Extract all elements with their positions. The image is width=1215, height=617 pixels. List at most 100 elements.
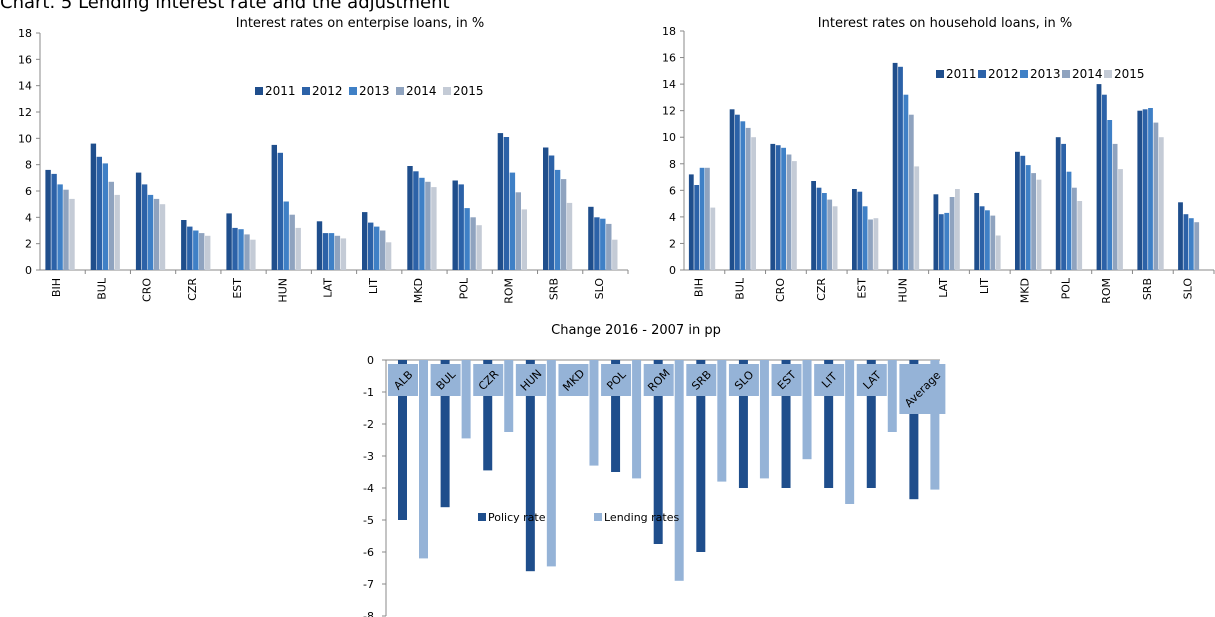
- y-tick-label: 4: [25, 211, 32, 224]
- bar-EST-2011: [226, 213, 232, 270]
- bar-CRO-2011: [770, 143, 776, 270]
- legend-swatch-2015: [1104, 70, 1112, 78]
- legend-swatch-2012: [302, 87, 310, 95]
- bar-MKD-lending-rates: [589, 360, 599, 466]
- y-tick-label: 0: [25, 264, 32, 277]
- bar-LIT-2015: [385, 242, 392, 270]
- category-label: CZR: [815, 278, 828, 301]
- bar-POL-2014: [1072, 187, 1077, 270]
- category-label: ROM: [502, 278, 515, 304]
- bar-BIH-2013: [57, 184, 63, 270]
- bar-LIT-2012: [979, 206, 985, 270]
- bar-SLO-2014: [606, 223, 612, 270]
- bar-ROM-2011: [497, 133, 504, 270]
- bar-LIT-2014: [990, 215, 996, 270]
- bar-LIT-policy-rate: [824, 360, 834, 488]
- bar-BIH-2011: [45, 169, 51, 270]
- bar-ROM-2012: [503, 137, 510, 270]
- bar-BIH-2014: [63, 189, 69, 270]
- bar-BIH-2011: [688, 174, 694, 270]
- category-label: CRO: [141, 278, 154, 302]
- bar-LAT-2015: [340, 238, 347, 270]
- bar-MKD-2015: [1036, 179, 1042, 270]
- bar-POL-2011: [452, 180, 458, 270]
- bar-HUN-2015: [295, 227, 301, 270]
- bar-LIT-2013: [985, 210, 990, 271]
- bar-BUL-2015: [751, 137, 756, 270]
- bar-EST-2012: [232, 227, 238, 270]
- category-label: LAT: [937, 278, 950, 298]
- page-title: Chart. 5 Lending interest rate and the a…: [0, 0, 450, 13]
- bar-BUL-2012: [735, 114, 740, 270]
- bar-LAT-2014: [949, 197, 955, 270]
- bar-LAT-2011: [933, 194, 939, 270]
- y-tick-label: 2: [669, 237, 676, 250]
- legend-swatch-policy-rate: [478, 513, 486, 521]
- bar-LIT-2013: [374, 226, 380, 270]
- bar-SLO-lending-rates: [759, 360, 769, 479]
- bar-SLO-2012: [594, 217, 600, 270]
- y-tick-label: -2: [363, 418, 374, 431]
- bar-POL-2012: [458, 184, 464, 270]
- y-tick-label: -3: [363, 450, 374, 463]
- y-tick-label: 8: [669, 158, 676, 171]
- legend-label-2011: 2011: [946, 67, 977, 81]
- legend-label-2013: 2013: [1030, 67, 1061, 81]
- bar-LAT-2014: [334, 235, 341, 270]
- bar-LIT-lending-rates: [845, 360, 855, 504]
- bar-CRO-2014: [786, 154, 792, 270]
- y-tick-label: 8: [25, 159, 32, 172]
- category-label: HUN: [896, 278, 909, 303]
- bar-CRO-2013: [147, 194, 154, 270]
- y-tick-label: -7: [363, 578, 374, 591]
- bar-CZR-2012: [816, 187, 822, 270]
- bar-HUN-2013: [283, 201, 289, 270]
- category-label: SRB: [1141, 278, 1154, 300]
- bar-CRO-2015: [792, 161, 797, 270]
- category-label: LIT: [367, 278, 380, 294]
- category-label: BUL: [733, 277, 746, 300]
- bar-CRO-2014: [153, 198, 160, 270]
- bar-Average-policy-rate: [909, 360, 919, 500]
- bar-CZR-2012: [187, 226, 193, 270]
- bar-BUL-2011: [90, 143, 97, 270]
- bar-MKD-2015: [431, 187, 437, 270]
- bar-SRB-2011: [543, 147, 549, 270]
- bar-CZR-2011: [181, 220, 187, 270]
- y-tick-label: 0: [669, 264, 676, 277]
- bar-BUL-2015: [114, 194, 120, 270]
- bar-MKD-2011: [407, 166, 413, 270]
- bar-LAT-2012: [322, 233, 329, 270]
- bar-SRB-2013: [554, 169, 561, 270]
- bar-SLO-2015: [612, 239, 618, 270]
- bar-SLO-2013: [600, 218, 606, 270]
- bar-BUL-lending-rates: [461, 360, 471, 439]
- category-label: ROM: [1100, 278, 1113, 304]
- category-label-box: [856, 364, 887, 396]
- bar-EST-2014: [244, 234, 250, 270]
- bar-BUL-2013: [740, 121, 746, 270]
- bar-HUN-2013: [903, 94, 909, 270]
- bar-SRB-2012: [548, 155, 555, 270]
- y-tick-label: -1: [363, 386, 374, 399]
- bar-BUL-2013: [102, 163, 108, 270]
- legend-label-2014: 2014: [406, 84, 437, 98]
- y-tick-label: 12: [18, 106, 32, 119]
- bar-HUN-2012: [277, 152, 283, 270]
- legend-swatch-2014: [396, 87, 404, 95]
- legend-label-2012: 2012: [988, 67, 1019, 81]
- category-label: BUL: [95, 277, 108, 300]
- y-tick-label: 10: [18, 132, 32, 145]
- bar-ROM-2013: [509, 172, 516, 270]
- y-tick-label: -5: [363, 514, 374, 527]
- bar-BUL-2011: [729, 109, 735, 270]
- legend-label-2013: 2013: [359, 84, 390, 98]
- bar-BIH-2015: [69, 198, 75, 270]
- bar-HUN-2014: [289, 214, 295, 270]
- y-tick-label: -6: [363, 546, 374, 559]
- bar-LIT-2011: [362, 212, 368, 270]
- bar-BUL-2014: [108, 181, 114, 270]
- category-label-box: [430, 364, 461, 396]
- enterprise-loans-chart: Interest rates on enterpise loans, in % 0…: [18, 16, 629, 304]
- bar-LAT-2013: [944, 212, 950, 270]
